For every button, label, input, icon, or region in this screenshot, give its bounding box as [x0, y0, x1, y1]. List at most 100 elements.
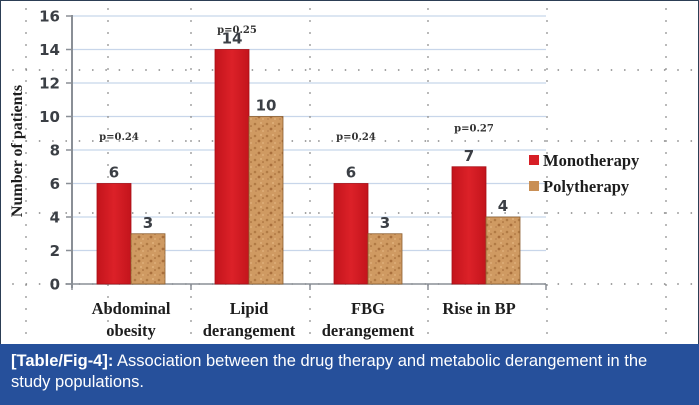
grid-dot: [309, 332, 311, 334]
grid-dot: [185, 69, 187, 71]
grid-dot: [411, 140, 413, 142]
grid-dot: [331, 69, 334, 71]
figure-caption: [Table/Fig-4]: Association between the d…: [0, 344, 699, 405]
grid-dot: [25, 104, 27, 106]
grid-dot: [131, 69, 134, 71]
grid-dot: [546, 152, 548, 154]
grid-dot: [158, 69, 161, 71]
grid-dot: [309, 92, 311, 94]
grid-dot: [344, 140, 347, 142]
grid-dot: [584, 212, 586, 214]
grid-dot: [546, 56, 548, 58]
grid-dot: [190, 236, 192, 238]
grid-dot: [427, 260, 429, 262]
grid-dot: [427, 164, 429, 166]
grid-dot: [185, 140, 187, 142]
grid-dot: [25, 8, 27, 10]
grid-dot: [610, 69, 613, 71]
data-label-monotherapy: 14: [222, 30, 243, 48]
grid-dot: [107, 176, 109, 178]
grid-dot: [198, 212, 201, 214]
grid-dot: [546, 260, 548, 262]
grid-dot: [546, 104, 548, 106]
grid-dot: [211, 140, 214, 142]
grid-dot: [309, 68, 311, 70]
grid-dot: [610, 212, 613, 214]
figure-frame: 0 2 4 6 8 10 12 14 16 6 14 6 7 3 10 3 4 p=0.24 p=0.25 p=0.2…: [0, 0, 699, 344]
legend-swatch-polytherapy: [529, 181, 539, 191]
grid-dot: [12, 212, 14, 214]
caption-text: Association between the drug therapy and…: [11, 352, 648, 391]
grid-dot: [623, 212, 626, 214]
grid-dot: [546, 164, 548, 166]
grid-dot: [309, 248, 311, 250]
grid-dot: [78, 212, 81, 214]
grid-dot: [477, 69, 480, 71]
grid-dot: [12, 140, 14, 142]
grid-dot: [291, 212, 294, 214]
grid-dot: [427, 8, 429, 10]
bar-polytherapy-2: [367, 233, 403, 285]
grid-dot: [171, 140, 174, 142]
legend-label-monotherapy: Monotherapy: [543, 151, 640, 170]
grid-dot: [427, 236, 429, 238]
grid-dot: [12, 69, 14, 71]
grid-dot: [25, 44, 27, 46]
grid-dot: [665, 116, 667, 118]
grid-dot: [107, 332, 109, 334]
grid-dot: [546, 296, 548, 298]
grid-dot: [546, 116, 548, 118]
grid-dot: [665, 248, 667, 250]
grid-dot: [427, 320, 429, 322]
grid-dot: [665, 188, 667, 190]
grid-dot: [690, 69, 693, 71]
grid-dot: [665, 164, 667, 166]
labels: 0 2 4 6 8 10 12 14 16 6 14 6 7 3 10 3 4 p=0.24 p=0.25 p=0.2…: [39, 8, 516, 341]
grid-dot: [65, 140, 68, 142]
grid-dot: [78, 69, 81, 71]
grid-dot: [78, 140, 81, 142]
grid-dot: [291, 140, 294, 142]
grid-dot: [427, 92, 429, 94]
grid-dot: [38, 69, 41, 71]
grid-dot: [384, 212, 387, 214]
grid-dot: [546, 248, 548, 250]
grid-dot: [198, 140, 201, 142]
grid-dot: [309, 260, 311, 262]
grid-dot: [190, 140, 192, 142]
x-category-label: Rise in BP: [442, 299, 515, 318]
grid-dot: [427, 116, 429, 118]
grid-dot: [52, 283, 54, 285]
grid-dot: [663, 283, 666, 285]
grid-dot: [198, 69, 201, 71]
grid-dot: [546, 176, 548, 178]
grid-dot: [427, 104, 429, 106]
grid-dot: [25, 332, 27, 334]
grid-dot: [190, 188, 192, 190]
grid-dot: [477, 140, 480, 142]
grid-dot: [107, 32, 109, 34]
grid-dot: [650, 140, 653, 142]
grid-dot: [25, 32, 27, 34]
grid-dot: [309, 176, 311, 178]
grid-dot: [309, 308, 311, 310]
grid-dot: [25, 212, 27, 214]
grid-dot: [190, 68, 192, 70]
grid-dot: [25, 128, 27, 130]
grid-dot: [665, 8, 667, 10]
grid-dot: [411, 69, 413, 71]
grid-dot: [584, 283, 586, 285]
grid-dot: [546, 140, 548, 142]
grid-dot: [690, 283, 693, 285]
grid-dot: [145, 69, 147, 71]
grid-dot: [309, 164, 311, 166]
grid-dot: [665, 320, 667, 322]
grid-dot: [437, 212, 440, 214]
y-tick-label: 10: [39, 108, 60, 126]
grid-dot: [665, 80, 667, 82]
grid-dot: [546, 320, 548, 322]
grid-dot: [118, 69, 121, 71]
grid-dot: [65, 212, 68, 214]
grid-dot: [107, 320, 109, 322]
grid-dot: [584, 140, 586, 142]
